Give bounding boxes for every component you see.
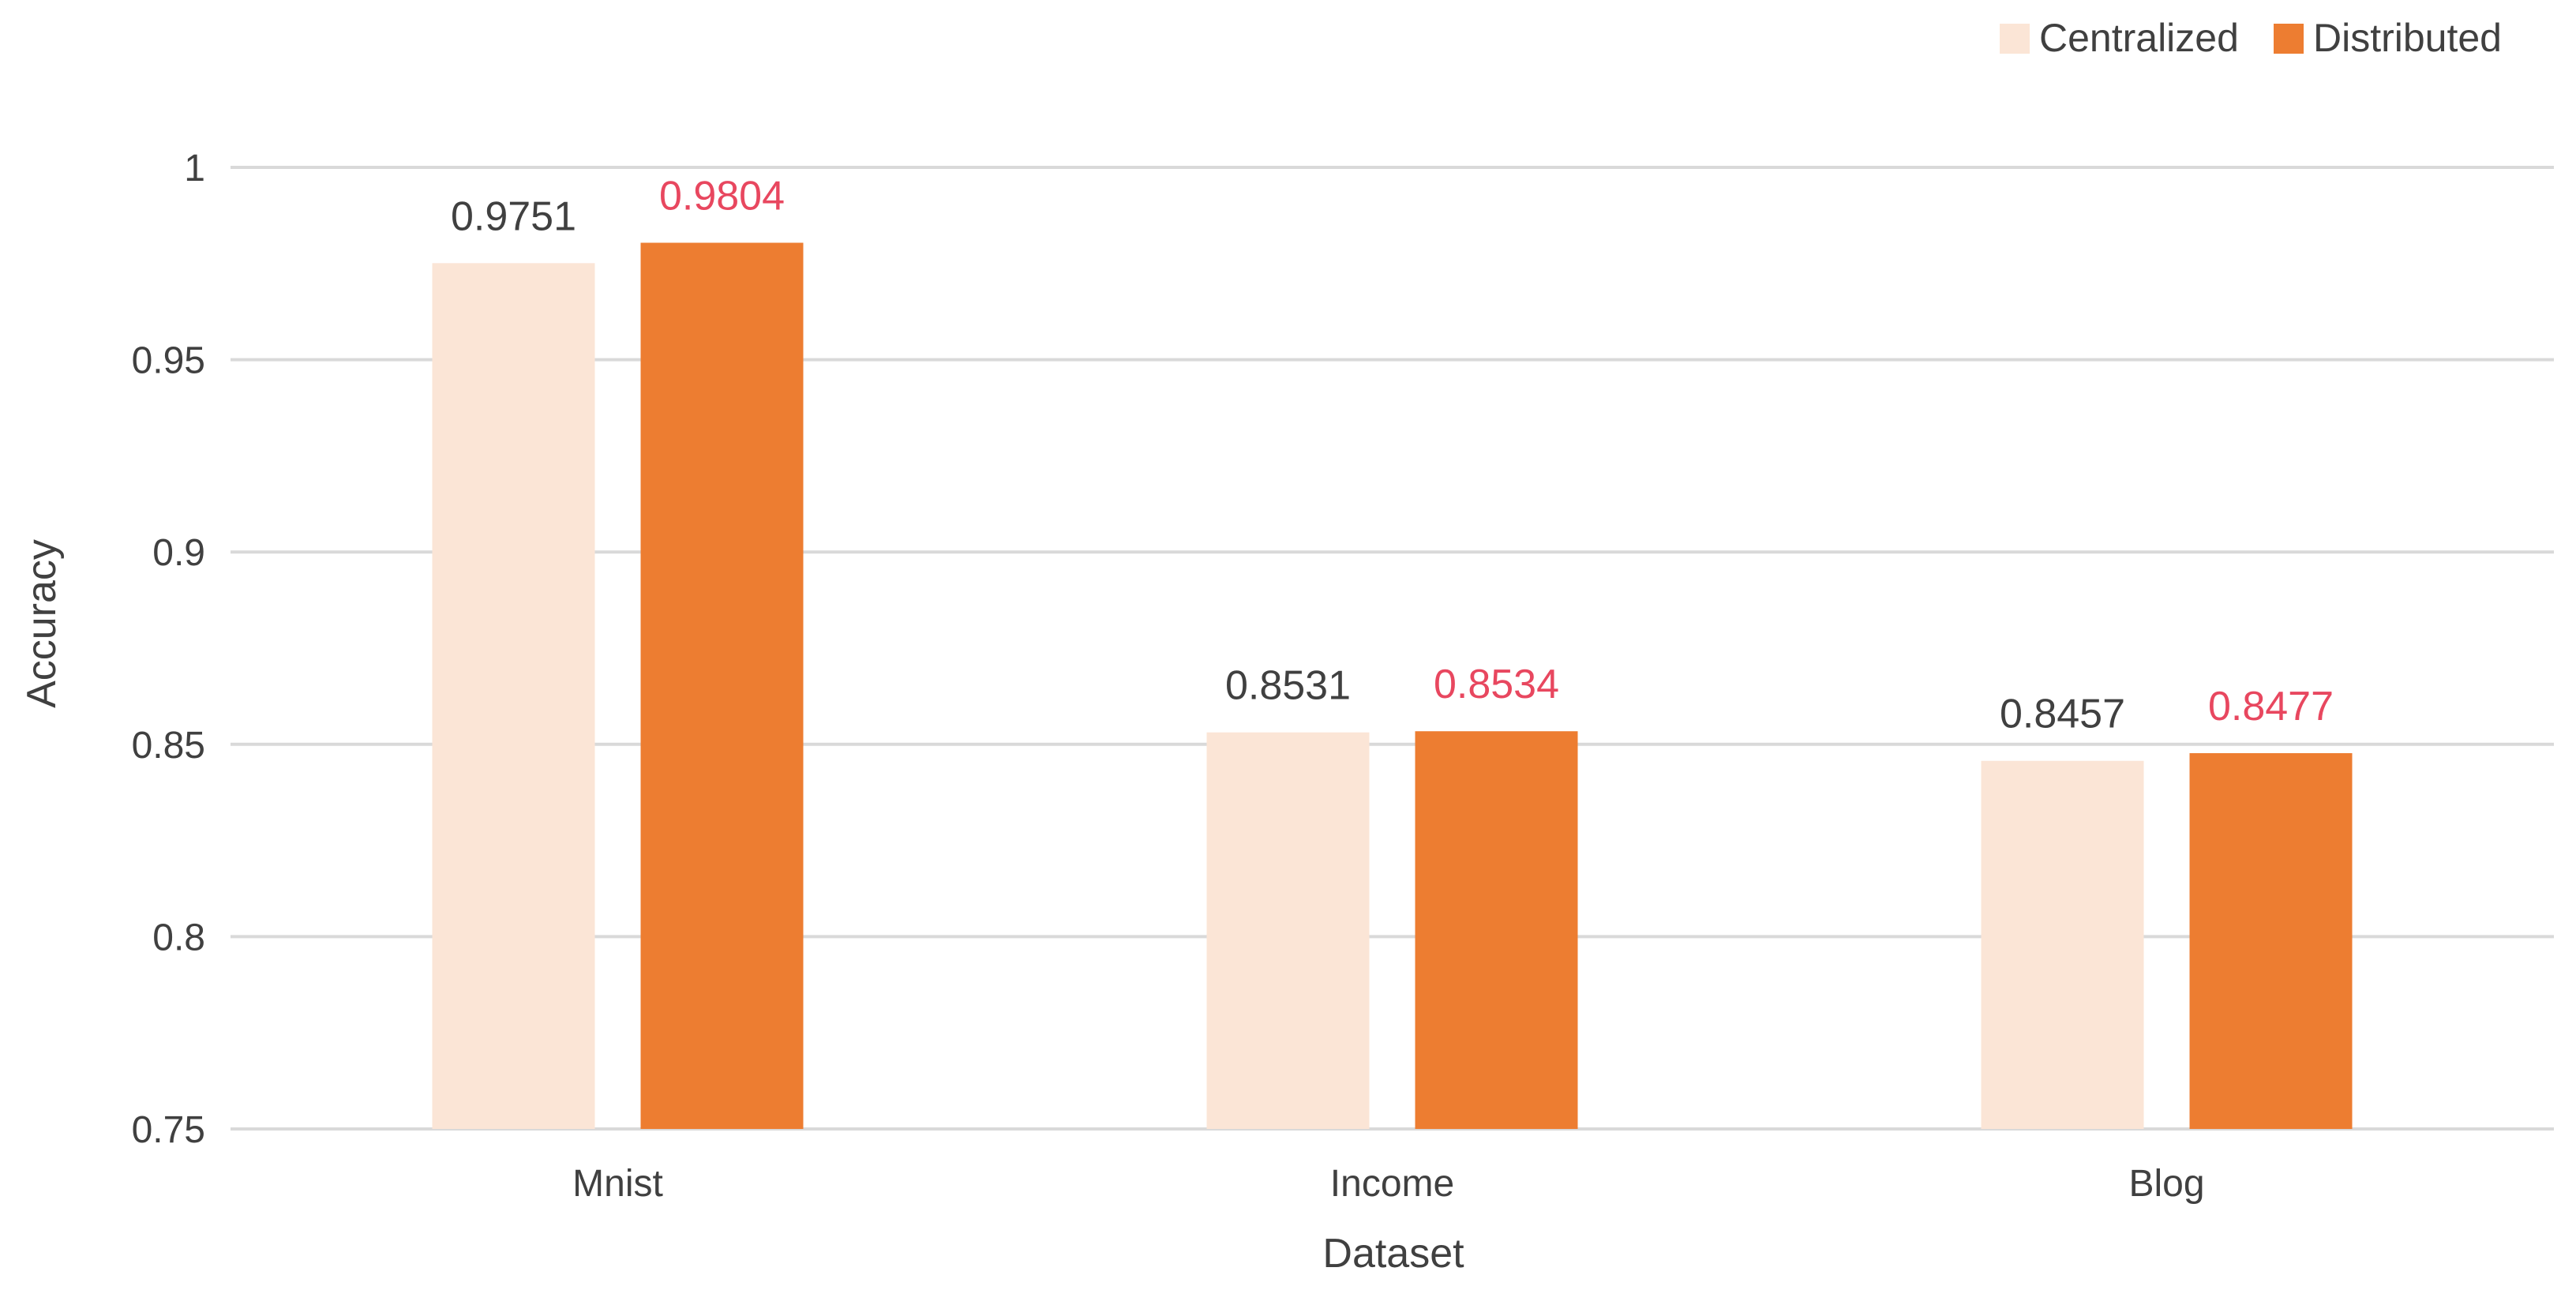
- bar-distributed-mnist: [640, 242, 804, 1129]
- data-label-centralized-income: 0.8531: [1225, 663, 1351, 709]
- data-label-centralized-mnist: 0.9751: [451, 193, 576, 239]
- x-tick-label: Income: [1330, 1163, 1454, 1205]
- y-axis-title: Accuracy: [19, 539, 65, 708]
- bar-centralized-mnist: [432, 263, 595, 1130]
- y-tick-label: 0.8: [152, 917, 205, 958]
- y-tick-label: 1: [184, 148, 205, 189]
- bar-centralized-income: [1206, 732, 1370, 1129]
- x-axis-title: Dataset: [1322, 1231, 1464, 1277]
- bar-centralized-blog: [1981, 760, 2144, 1129]
- data-label-centralized-blog: 0.8457: [2000, 692, 2125, 737]
- bars: [432, 242, 2353, 1130]
- legend-label-centralized: Centralized: [2039, 16, 2239, 60]
- bar-distributed-blog: [2189, 753, 2353, 1129]
- y-tick-label: 0.85: [132, 725, 205, 767]
- legend-swatch-distributed: [2274, 24, 2304, 54]
- gridlines: [231, 166, 2554, 1131]
- legend-swatch-centralized: [2000, 24, 2030, 54]
- y-axis-ticks: 0.75 0.8 0.85 0.9 0.95 1: [132, 148, 205, 1151]
- data-labels: 0.9751 0.9804 0.8531 0.8534 0.8457 0.8477: [451, 173, 2334, 737]
- x-tick-label: Blog: [2128, 1163, 2204, 1205]
- y-tick-label: 0.95: [132, 340, 205, 382]
- legend: Centralized Distributed: [2000, 16, 2502, 60]
- legend-label-distributed: Distributed: [2313, 16, 2502, 60]
- y-tick-label: 0.75: [132, 1109, 205, 1151]
- data-label-distributed-blog: 0.8477: [2208, 684, 2334, 729]
- x-tick-label: Mnist: [572, 1163, 663, 1205]
- y-tick-label: 0.9: [152, 532, 205, 574]
- data-label-distributed-mnist: 0.9804: [659, 173, 785, 219]
- bar-distributed-income: [1415, 731, 1578, 1129]
- x-axis-ticks: Mnist Income Blog: [572, 1163, 2204, 1205]
- data-label-distributed-income: 0.8534: [1434, 662, 1559, 707]
